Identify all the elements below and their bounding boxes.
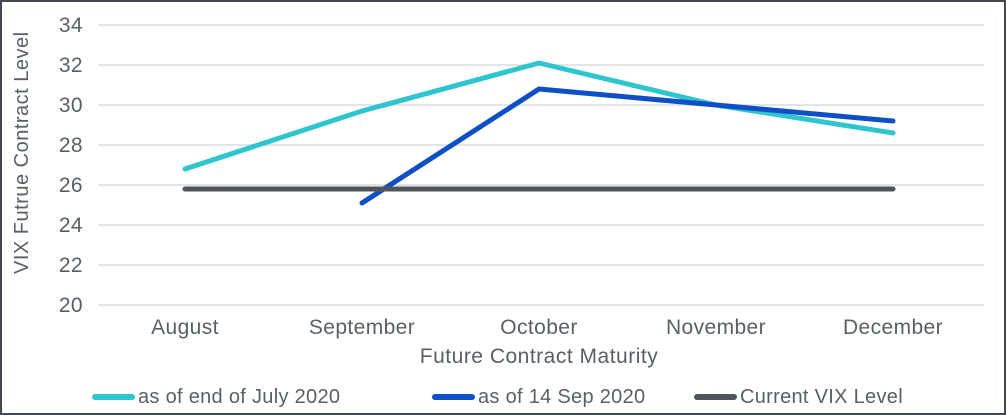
legend-swatch-july xyxy=(92,394,135,400)
legend-item-current: Current VIX Level xyxy=(694,384,903,410)
x-tick-label: September xyxy=(309,316,415,339)
legend-label-july: as of end of July 2020 xyxy=(138,385,341,408)
y-tick-label: 24 xyxy=(59,214,83,237)
y-tick-label: 26 xyxy=(59,174,83,197)
legend-label-sep: as of 14 Sep 2020 xyxy=(478,385,646,408)
y-axis-title: VIX Futrue Contract Level xyxy=(11,31,33,274)
x-tick-label: October xyxy=(500,316,578,339)
y-tick-label: 28 xyxy=(59,134,83,157)
legend-item-july: as of end of July 2020 xyxy=(92,384,340,410)
legend-item-sep: as of 14 Sep 2020 xyxy=(432,384,645,410)
legend: as of end of July 2020 as of 14 Sep 2020… xyxy=(2,384,1004,410)
legend-swatch-current xyxy=(694,394,737,400)
x-axis-title: Future Contract Maturity xyxy=(419,345,659,368)
legend-swatch-sep xyxy=(432,394,475,400)
x-tick-label: November xyxy=(666,316,766,339)
legend-label-current: Current VIX Level xyxy=(740,385,903,408)
series-line-0 xyxy=(182,60,896,172)
y-tick-label: 32 xyxy=(59,54,83,77)
y-tick-label: 30 xyxy=(59,94,83,117)
series-line-1 xyxy=(359,86,896,206)
y-tick-label: 22 xyxy=(59,254,83,277)
x-tick-label: December xyxy=(843,316,943,339)
x-tick-label: August xyxy=(151,316,219,339)
y-tick-label: 20 xyxy=(59,294,83,317)
y-tick-label: 34 xyxy=(59,14,83,37)
